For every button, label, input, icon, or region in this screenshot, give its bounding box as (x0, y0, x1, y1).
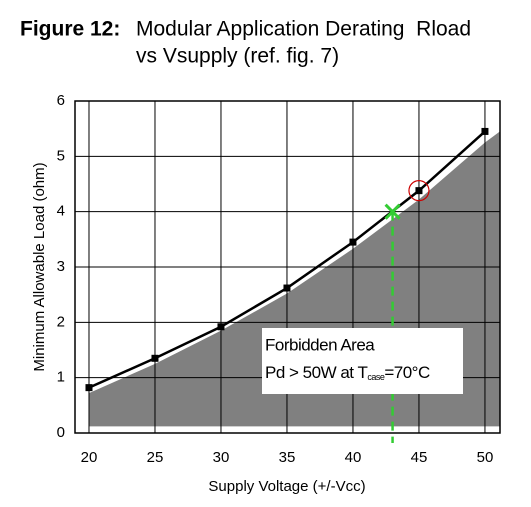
annotation-part: =70°C (384, 363, 430, 382)
x-tick-label: 50 (477, 449, 494, 466)
x-tick-label: 45 (411, 449, 428, 466)
y-tick-label: 3 (57, 258, 65, 275)
annotation-text: Forbidden Area (265, 335, 375, 354)
point (349, 238, 357, 246)
y-tick-label: 6 (57, 92, 65, 109)
marker-x (384, 203, 401, 220)
point (151, 354, 159, 362)
figure-label: Figure 12: (20, 18, 120, 41)
point (481, 127, 489, 135)
y-tick-label: 0 (57, 424, 65, 441)
point (415, 187, 423, 195)
chart-subtitle: vs Vsupply (ref. fig. 7) (136, 45, 339, 68)
chart-title: Modular Application Derating Rload (136, 18, 471, 41)
annotation-part: Pd > 50W at T (265, 363, 367, 382)
y-axis-label: Minimum Allowable Load (ohm) (31, 162, 48, 371)
marker-stroke (384, 203, 401, 220)
x-tick-label: 35 (279, 449, 296, 466)
annotation-subscript: case (367, 372, 385, 382)
annotation-text: Pd > 50W at Tcase=70°C (265, 363, 430, 382)
x-tick-label: 30 (213, 449, 230, 466)
y-tick-label: 2 (57, 313, 65, 330)
annotation-box (262, 328, 463, 394)
y-tick-label: 4 (57, 203, 65, 220)
x-tick-label: 20 (81, 449, 98, 466)
x-tick-label: 40 (345, 449, 362, 466)
x-tick-label: 25 (147, 449, 164, 466)
y-tick-label: 5 (57, 147, 65, 164)
highlight-circle (408, 180, 430, 202)
x-axis-label: Supply Voltage (+/-Vcc) (208, 478, 365, 495)
point (85, 384, 93, 392)
plot-frame (74, 100, 501, 434)
point (217, 323, 225, 331)
y-tick-label: 1 (57, 369, 65, 386)
point (283, 284, 291, 292)
